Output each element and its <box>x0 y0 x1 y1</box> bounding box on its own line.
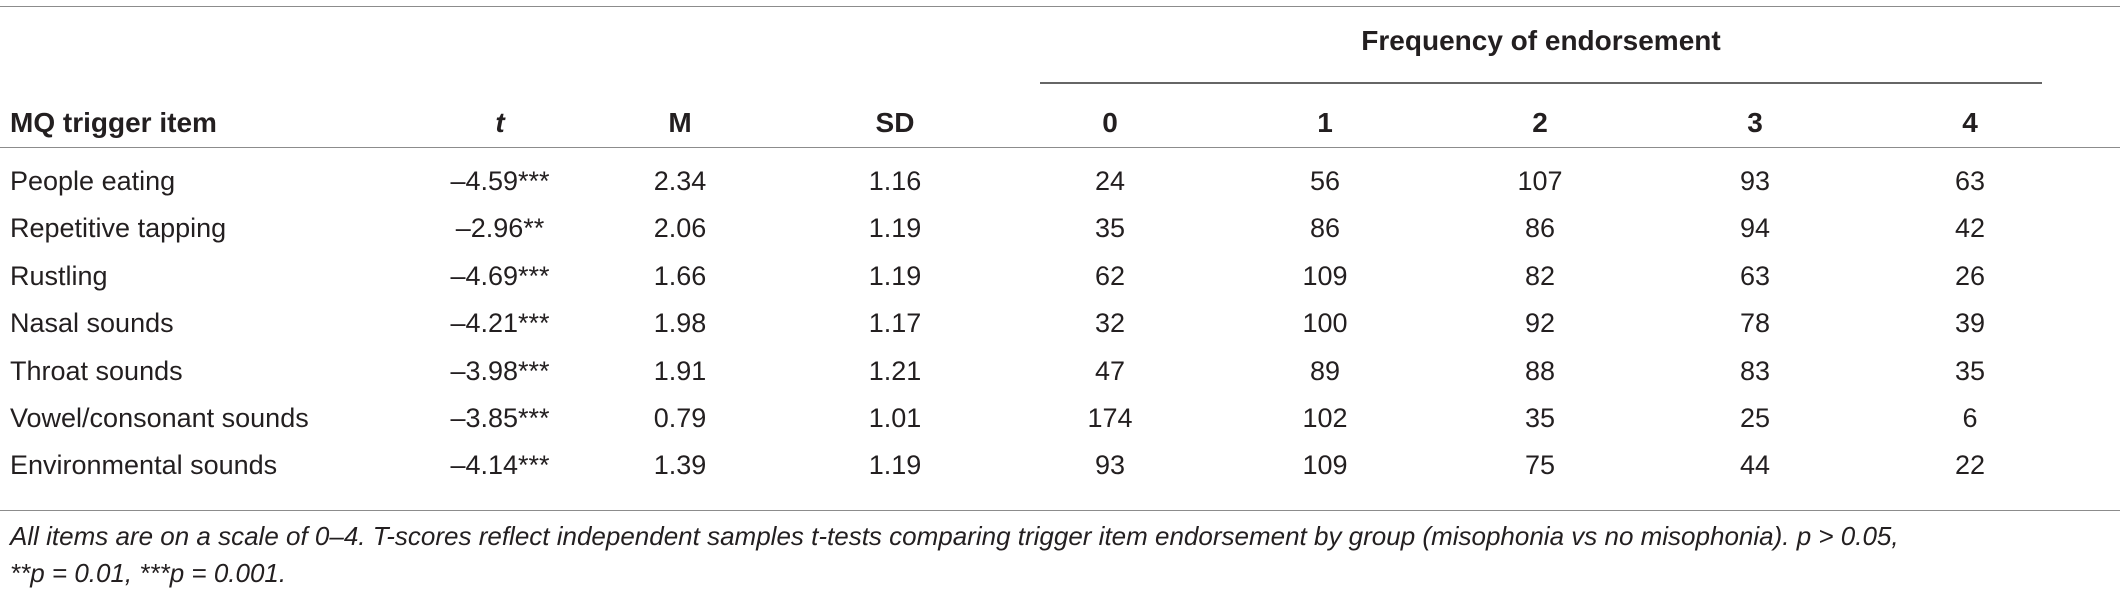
cell-t: –3.98*** <box>450 355 550 386</box>
table-bottom-rule <box>0 510 2120 511</box>
cell-t: –4.14*** <box>450 450 550 481</box>
cell-item: Throat sounds <box>10 355 183 386</box>
cell-freq-4: 39 <box>1954 308 1986 339</box>
cell-freq-0: 93 <box>1094 450 1126 481</box>
cell-freq-3: 78 <box>1739 308 1771 339</box>
cell-freq-0: 62 <box>1094 260 1126 291</box>
cell-freq-4: 6 <box>1962 402 1978 433</box>
cell-freq-2: 107 <box>1517 166 1563 196</box>
cell-m: 1.66 <box>653 260 707 291</box>
cell-m: 2.06 <box>653 213 707 244</box>
cell-freq-3: 63 <box>1739 260 1771 291</box>
table-row: Throat sounds –3.98*** 1.91 1.21 47 89 8… <box>0 354 2120 401</box>
cell-item: People eating <box>10 166 176 196</box>
cell-sd: 1.19 <box>868 450 922 481</box>
cell-freq-3: 83 <box>1739 355 1771 386</box>
column-header-freq-3: 3 <box>1747 107 1763 138</box>
cell-freq-1: 102 <box>1302 402 1348 433</box>
cell-freq-4: 42 <box>1954 213 1986 244</box>
cell-freq-3: 94 <box>1739 213 1771 244</box>
cell-t: –4.69*** <box>450 260 550 291</box>
cell-freq-3: 25 <box>1739 402 1771 433</box>
cell-m: 0.79 <box>653 402 707 433</box>
table-row: Rustling –4.69*** 1.66 1.19 62 109 82 63… <box>0 259 2120 306</box>
cell-freq-1: 109 <box>1302 450 1348 481</box>
cell-freq-4: 26 <box>1954 260 1986 291</box>
cell-item: Vowel/consonant sounds <box>10 402 309 433</box>
cell-freq-2: 92 <box>1524 308 1556 339</box>
cell-freq-0: 35 <box>1094 213 1126 244</box>
cell-item: Nasal sounds <box>10 308 174 339</box>
cell-freq-4: 63 <box>1954 166 1986 196</box>
cell-freq-1: 89 <box>1309 355 1341 386</box>
column-header-freq-2: 2 <box>1532 107 1548 138</box>
cell-freq-4: 22 <box>1954 450 1986 481</box>
cell-t: –3.85*** <box>450 402 550 433</box>
cell-m: 1.91 <box>653 355 707 386</box>
cell-freq-1: 56 <box>1309 166 1341 196</box>
column-header-sd: SD <box>875 107 915 138</box>
cell-freq-0: 32 <box>1094 308 1126 339</box>
cell-sd: 1.21 <box>868 355 922 386</box>
cell-freq-1: 100 <box>1302 308 1348 339</box>
table-row: Nasal sounds –4.21*** 1.98 1.17 32 100 9… <box>0 306 2120 353</box>
cell-m: 1.98 <box>653 308 707 339</box>
footnote-line-2: **p = 0.01, ***p = 0.001. <box>10 558 287 588</box>
cell-t: –4.59*** <box>450 166 550 196</box>
cell-freq-2: 82 <box>1524 260 1556 291</box>
cell-item: Rustling <box>10 260 108 291</box>
cell-t: –2.96** <box>455 213 545 244</box>
column-header-freq-1: 1 <box>1317 107 1333 138</box>
column-header-freq-0: 0 <box>1102 107 1118 138</box>
cell-freq-4: 35 <box>1954 355 1986 386</box>
cell-m: 2.34 <box>653 166 707 196</box>
footnote-line-1: All items are on a scale of 0–4. T-score… <box>10 521 1899 551</box>
cell-item: Repetitive tapping <box>10 213 227 244</box>
cell-freq-2: 86 <box>1524 213 1556 244</box>
cell-freq-3: 44 <box>1739 450 1771 481</box>
table-row: People eating –4.59*** 2.34 1.16 24 56 1… <box>0 164 2120 211</box>
cell-freq-1: 86 <box>1309 213 1341 244</box>
table-top-rule <box>0 6 2120 7</box>
cell-freq-2: 88 <box>1524 355 1556 386</box>
cell-freq-3: 93 <box>1739 166 1771 196</box>
column-header-item: MQ trigger item <box>10 107 217 138</box>
column-header-m: M <box>668 107 692 138</box>
cell-freq-2: 35 <box>1524 402 1556 433</box>
group-header-frequency: Frequency of endorsement <box>1361 25 1721 56</box>
header-bottom-rule <box>0 147 2120 148</box>
cell-freq-2: 75 <box>1524 450 1556 481</box>
table-row: Repetitive tapping –2.96** 2.06 1.19 35 … <box>0 211 2120 258</box>
cell-sd: 1.01 <box>868 402 922 433</box>
column-header-t: t <box>495 107 505 138</box>
cell-t: –4.21*** <box>450 308 550 339</box>
table-row: Vowel/consonant sounds –3.85*** 0.79 1.0… <box>0 401 2120 448</box>
cell-m: 1.39 <box>653 450 707 481</box>
cell-freq-0: 24 <box>1094 166 1126 196</box>
group-header-underline <box>1040 82 2042 84</box>
cell-sd: 1.19 <box>868 213 922 244</box>
cell-freq-1: 109 <box>1302 260 1348 291</box>
table-footnote: All items are on a scale of 0–4. T-score… <box>10 518 2110 592</box>
cell-sd: 1.17 <box>868 308 922 339</box>
cell-sd: 1.16 <box>868 166 922 196</box>
column-header-freq-4: 4 <box>1962 107 1978 138</box>
table-row: Environmental sounds –4.14*** 1.39 1.19 … <box>0 448 2120 495</box>
cell-freq-0: 174 <box>1087 402 1133 433</box>
cell-sd: 1.19 <box>868 260 922 291</box>
table-body: People eating –4.59*** 2.34 1.16 24 56 1… <box>0 164 2120 496</box>
cell-freq-0: 47 <box>1094 355 1126 386</box>
cell-item: Environmental sounds <box>10 450 278 481</box>
